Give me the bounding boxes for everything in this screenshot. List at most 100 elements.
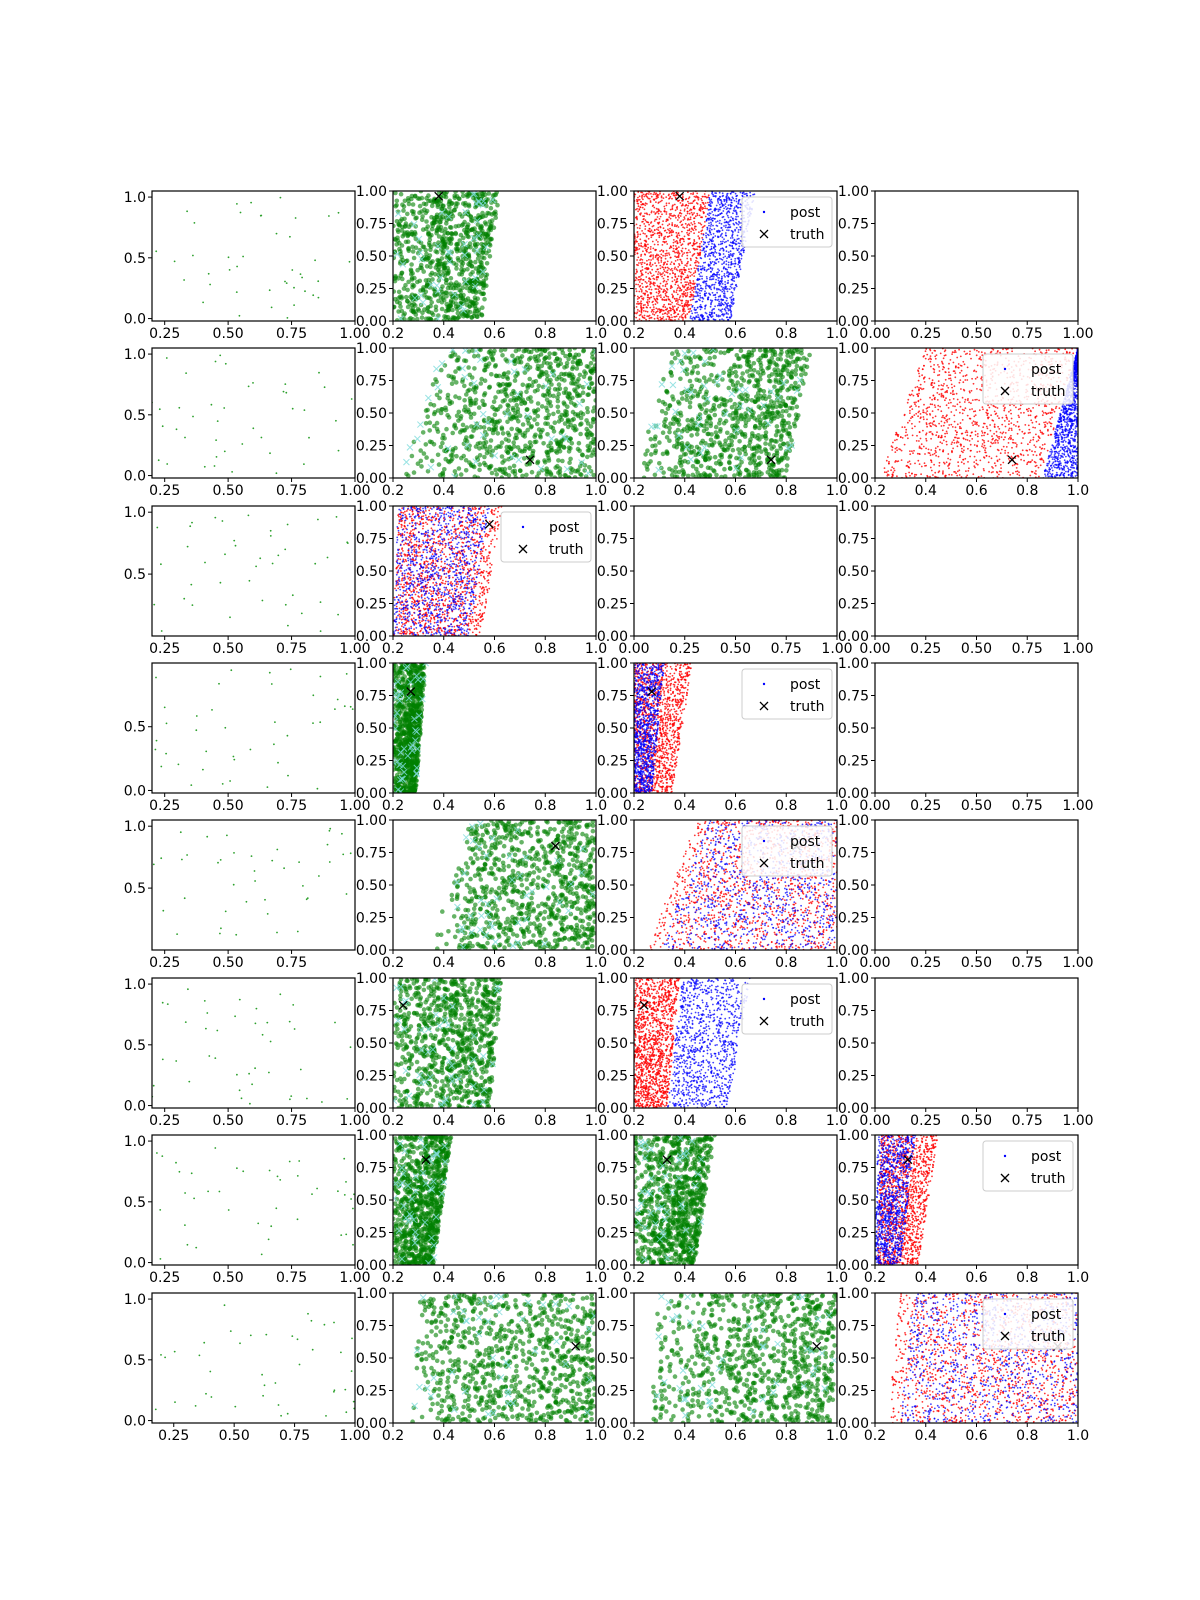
red-point	[638, 195, 641, 198]
posterior-point	[433, 304, 439, 310]
posterior-point	[567, 475, 572, 478]
blue-point	[699, 257, 702, 259]
posterior-point	[752, 383, 757, 389]
posterior-point	[767, 442, 773, 447]
red-point	[665, 204, 668, 207]
red-point	[666, 254, 668, 257]
posterior-point	[408, 315, 413, 321]
posterior-point	[481, 425, 487, 430]
red-point	[658, 286, 660, 288]
blue-point	[730, 204, 732, 207]
posterior-point	[759, 449, 764, 454]
posterior-point	[419, 315, 425, 320]
red-point	[693, 222, 696, 225]
posterior-point	[451, 286, 456, 291]
posterior-point	[567, 460, 572, 466]
posterior-point	[477, 467, 482, 473]
blue-point	[717, 268, 719, 270]
posterior-point	[475, 230, 480, 236]
posterior-point	[443, 314, 449, 320]
red-point	[641, 195, 643, 198]
posterior-point	[475, 256, 481, 261]
posterior-point	[646, 429, 651, 435]
posterior-point	[722, 448, 728, 453]
posterior-point	[757, 437, 762, 442]
blue-point	[710, 262, 712, 264]
blue-point	[718, 302, 720, 305]
red-point	[668, 247, 671, 250]
posterior-point	[687, 378, 693, 384]
posterior-point	[496, 389, 501, 395]
blue-point	[709, 254, 712, 257]
posterior-point	[535, 401, 541, 406]
blue-point	[721, 275, 723, 278]
blue-point	[739, 268, 742, 271]
posterior-point	[403, 294, 409, 300]
posterior-point	[464, 285, 470, 291]
blue-point	[711, 217, 713, 220]
blue-point	[703, 317, 705, 320]
posterior-point	[473, 444, 479, 449]
sample-point	[165, 357, 168, 359]
blue-point	[726, 257, 728, 260]
red-point	[677, 306, 680, 309]
red-point	[656, 232, 659, 235]
posterior-point	[545, 432, 550, 437]
posterior-point	[471, 428, 476, 433]
blue-point	[709, 227, 711, 230]
blue-point	[720, 202, 723, 204]
blue-point	[723, 313, 726, 316]
posterior-point	[566, 445, 572, 451]
red-point	[674, 260, 677, 262]
posterior-point	[794, 363, 800, 369]
red-point	[672, 239, 675, 241]
red-point	[640, 255, 642, 257]
blue-point	[709, 299, 712, 302]
red-point	[690, 287, 693, 290]
sample-cross	[578, 459, 585, 466]
posterior-point	[445, 304, 451, 310]
red-point	[677, 226, 680, 228]
posterior-point	[432, 217, 437, 223]
blue-point	[709, 266, 712, 269]
red-point	[638, 290, 641, 293]
red-point	[664, 255, 667, 257]
sample-point	[238, 314, 241, 317]
sample-cross	[479, 431, 487, 439]
posterior-point	[544, 472, 550, 477]
red-point	[696, 245, 699, 248]
posterior-point	[761, 353, 766, 359]
red-point	[686, 210, 689, 213]
red-point	[664, 266, 667, 269]
blue-point	[727, 239, 729, 242]
blue-point	[711, 192, 713, 195]
red-point	[670, 231, 673, 234]
red-point	[645, 212, 648, 215]
posterior-point	[790, 369, 795, 374]
red-point	[669, 214, 672, 217]
red-point	[652, 295, 655, 298]
red-point	[691, 202, 694, 205]
blue-point	[713, 286, 716, 289]
red-point	[680, 212, 683, 215]
blue-point	[694, 311, 697, 314]
red-point	[680, 302, 683, 305]
posterior-point	[461, 277, 467, 282]
posterior-point	[439, 228, 444, 233]
blue-point	[724, 232, 727, 234]
y-tick-label: 1.0	[124, 190, 146, 206]
blue-point	[735, 221, 737, 224]
sample-point	[224, 362, 227, 365]
red-point	[642, 306, 645, 309]
red-point	[659, 200, 662, 203]
red-point	[650, 236, 653, 239]
posterior-point	[411, 255, 417, 261]
blue-point	[704, 307, 706, 310]
red-point	[663, 230, 666, 232]
red-point	[650, 192, 652, 195]
blue-point	[721, 270, 723, 273]
blue-point	[710, 302, 712, 305]
truth-marker	[525, 455, 535, 465]
red-point	[693, 288, 695, 290]
blue-point	[723, 200, 726, 203]
